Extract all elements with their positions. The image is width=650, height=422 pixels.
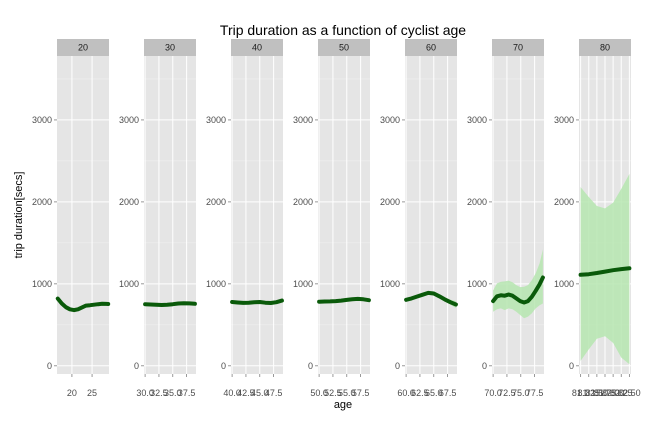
x-tick-label: 25	[87, 388, 97, 398]
y-tick-label: 1000	[32, 279, 52, 289]
y-tick-label: 1000	[293, 279, 313, 289]
y-tick-label: 2000	[119, 197, 139, 207]
y-tick-label: 0	[134, 361, 139, 371]
facet-strip-label: 40	[252, 43, 262, 53]
y-axis-title: trip duration[secs]	[13, 172, 25, 259]
y-tick-label: 3000	[119, 115, 139, 125]
x-tick-label: 77.5	[526, 388, 544, 398]
smooth-line	[143, 301, 197, 307]
y-tick-label: 2000	[467, 197, 487, 207]
x-tick-label: 72.5	[498, 388, 516, 398]
x-tick-label: 47.5	[265, 388, 283, 398]
x-tick-label: 30.0	[136, 388, 154, 398]
y-tick-label: 1000	[554, 279, 574, 289]
smooth-line	[55, 296, 111, 313]
smooth-line	[578, 266, 632, 277]
facet-strip-label: 50	[339, 43, 349, 53]
smooth-line	[404, 290, 458, 307]
y-tick-label: 2000	[293, 197, 313, 207]
y-tick-label: 2000	[380, 197, 400, 207]
facet-panel-50: 50 0 1000 2000 3000 50.052.555.057.5	[293, 39, 371, 398]
facet-panel-40: 40 0 1000 2000 3000 40.042.545.047.5	[206, 39, 284, 398]
x-tick-label: 50.0	[310, 388, 328, 398]
y-tick-label: 0	[308, 361, 313, 371]
x-tick-label: 75.0	[512, 388, 530, 398]
y-tick-label: 3000	[554, 115, 574, 125]
facet-plot-background	[57, 56, 109, 374]
smooth-line	[317, 296, 371, 304]
smooth-line	[491, 275, 545, 305]
x-tick-label: 37.5	[178, 388, 196, 398]
facet-strip	[231, 39, 283, 56]
x-tick-label: 40.0	[223, 388, 241, 398]
y-tick-label: 2000	[554, 197, 574, 207]
confidence-band	[580, 174, 630, 365]
facet-strip-label: 80	[600, 43, 610, 53]
y-tick-label: 3000	[293, 115, 313, 125]
facet-plot-background	[405, 56, 457, 374]
x-tick-label: 67.5	[439, 388, 457, 398]
facet-plot-background	[318, 56, 370, 374]
x-tick-label: 82.25	[610, 388, 633, 398]
y-tick-label: 3000	[32, 115, 52, 125]
x-tick-label: 35.0	[164, 388, 182, 398]
y-tick-label: 3000	[380, 115, 400, 125]
y-tick-label: 1000	[380, 279, 400, 289]
x-tick-label: 81.0	[572, 388, 590, 398]
y-tick-label: 1000	[467, 279, 487, 289]
y-tick-label: 0	[47, 361, 52, 371]
x-tick-label: 70.0	[484, 388, 502, 398]
y-tick-label: 0	[395, 361, 400, 371]
x-tick-label: 60.0	[397, 388, 415, 398]
x-tick-label: 32.5	[150, 388, 168, 398]
facet-plot-background	[231, 56, 283, 374]
y-tick-label: 3000	[206, 115, 226, 125]
y-tick-label: 0	[482, 361, 487, 371]
x-tick-label: 81.25	[577, 388, 600, 398]
facet-strip-label: 60	[426, 43, 436, 53]
facet-plot-background	[144, 56, 196, 374]
facet-strip-label: 20	[78, 43, 88, 53]
facet-strip-label: 70	[513, 43, 523, 53]
x-tick-label: 45.0	[251, 388, 269, 398]
facet-strip	[579, 39, 631, 56]
facet-panel-20: 20 0 1000 2000 3000 20 25	[32, 39, 111, 398]
facet-panel-30: 30 0 1000 2000 3000 30.032.535.037.5	[119, 39, 197, 398]
x-tick-label: 20	[67, 388, 77, 398]
y-tick-label: 3000	[467, 115, 487, 125]
facet-strip-label: 30	[165, 43, 175, 53]
x-tick-label: 82.00	[602, 388, 625, 398]
chart-title: Trip duration as a function of cyclist a…	[220, 22, 466, 38]
x-tick-label: 52.5	[324, 388, 342, 398]
facet-strip	[57, 39, 109, 56]
facet-strip	[144, 39, 196, 56]
facet-strip	[405, 39, 457, 56]
x-tick-label: 82.50	[618, 388, 641, 398]
x-tick-label: 81.50	[586, 388, 609, 398]
facet-panel-70: 70 0 1000 2000 3000 70.072.575.077.5	[467, 39, 545, 398]
facet-panel-80: 80 0 1000 2000 3000 81.081.2581.5081.7582.008…	[554, 39, 641, 398]
x-tick-label: 57.5	[352, 388, 370, 398]
x-tick-label: 81.75	[594, 388, 617, 398]
x-tick-label: 55.0	[338, 388, 356, 398]
facet-strip	[492, 39, 544, 56]
x-tick-label: 42.5	[237, 388, 255, 398]
x-tick-label: 62.5	[411, 388, 429, 398]
y-tick-label: 1000	[206, 279, 226, 289]
x-axis-title: age	[334, 399, 352, 411]
facet-strip	[318, 39, 370, 56]
facet-panel-60: 60 0 1000 2000 3000 60.062.565.067.5	[380, 39, 458, 398]
y-tick-label: 0	[569, 361, 574, 371]
facet-panels: 20 0 1000 2000 3000 20 25 30 0 1000 2000 3000 30.032…	[32, 39, 641, 398]
y-tick-label: 2000	[32, 197, 52, 207]
smooth-line	[230, 298, 284, 305]
y-tick-label: 1000	[119, 279, 139, 289]
facet-plot-background	[492, 56, 544, 374]
x-tick-label: 65.0	[425, 388, 443, 398]
y-tick-label: 2000	[206, 197, 226, 207]
y-tick-label: 0	[221, 361, 226, 371]
